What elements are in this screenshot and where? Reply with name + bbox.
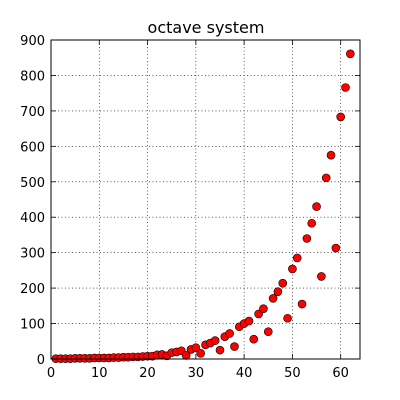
data-point bbox=[326, 150, 336, 160]
y-tick-label: 500 bbox=[20, 176, 45, 191]
axis-ticks: 0 10 20 30 40 50 60010020030040050060070080090… bbox=[20, 34, 360, 381]
data-point bbox=[196, 349, 205, 358]
data-point bbox=[317, 272, 326, 281]
data-point bbox=[254, 309, 263, 319]
x-tick-label: 60 bbox=[332, 366, 349, 381]
data-point bbox=[297, 299, 307, 309]
data-point bbox=[307, 218, 317, 228]
y-tick-label: 0 bbox=[37, 353, 45, 368]
x-tick-label: 0 bbox=[47, 366, 55, 381]
data-point bbox=[321, 173, 331, 183]
x-tick-label: 20 bbox=[139, 366, 156, 381]
data-point bbox=[263, 327, 273, 337]
data-point bbox=[341, 83, 350, 92]
data-point bbox=[244, 316, 254, 326]
data-point bbox=[225, 329, 234, 338]
data-point bbox=[191, 343, 201, 352]
x-tick-label: 10 bbox=[91, 366, 108, 381]
data-point bbox=[292, 253, 302, 263]
y-tick-label: 100 bbox=[20, 318, 45, 333]
data-point bbox=[336, 112, 345, 122]
data-point bbox=[346, 49, 355, 59]
y-tick-label: 800 bbox=[20, 69, 45, 84]
data-point bbox=[278, 278, 288, 288]
data-point bbox=[259, 304, 268, 313]
y-tick-label: 600 bbox=[20, 140, 45, 155]
data-point bbox=[312, 202, 321, 211]
data-point bbox=[331, 243, 341, 253]
data-point bbox=[288, 264, 297, 274]
data-point bbox=[210, 336, 220, 345]
y-tick-label: 700 bbox=[20, 105, 45, 120]
x-tick-label: 50 bbox=[284, 366, 301, 381]
x-tick-label: 40 bbox=[236, 366, 253, 381]
grid bbox=[51, 40, 360, 359]
data-point bbox=[283, 313, 292, 323]
y-tick-label: 300 bbox=[20, 247, 45, 262]
data-point bbox=[268, 294, 278, 303]
data-point bbox=[215, 345, 225, 355]
data-point bbox=[230, 342, 239, 351]
data-point bbox=[249, 334, 259, 344]
y-tick-label: 900 bbox=[20, 34, 45, 49]
y-tick-label: 400 bbox=[20, 211, 45, 226]
y-tick-label: 200 bbox=[20, 282, 45, 297]
plot-frame bbox=[50, 39, 361, 360]
data-point bbox=[273, 287, 283, 296]
x-tick-label: 30 bbox=[188, 366, 205, 381]
chart-title: octave system bbox=[148, 18, 265, 37]
data-point bbox=[302, 234, 312, 243]
